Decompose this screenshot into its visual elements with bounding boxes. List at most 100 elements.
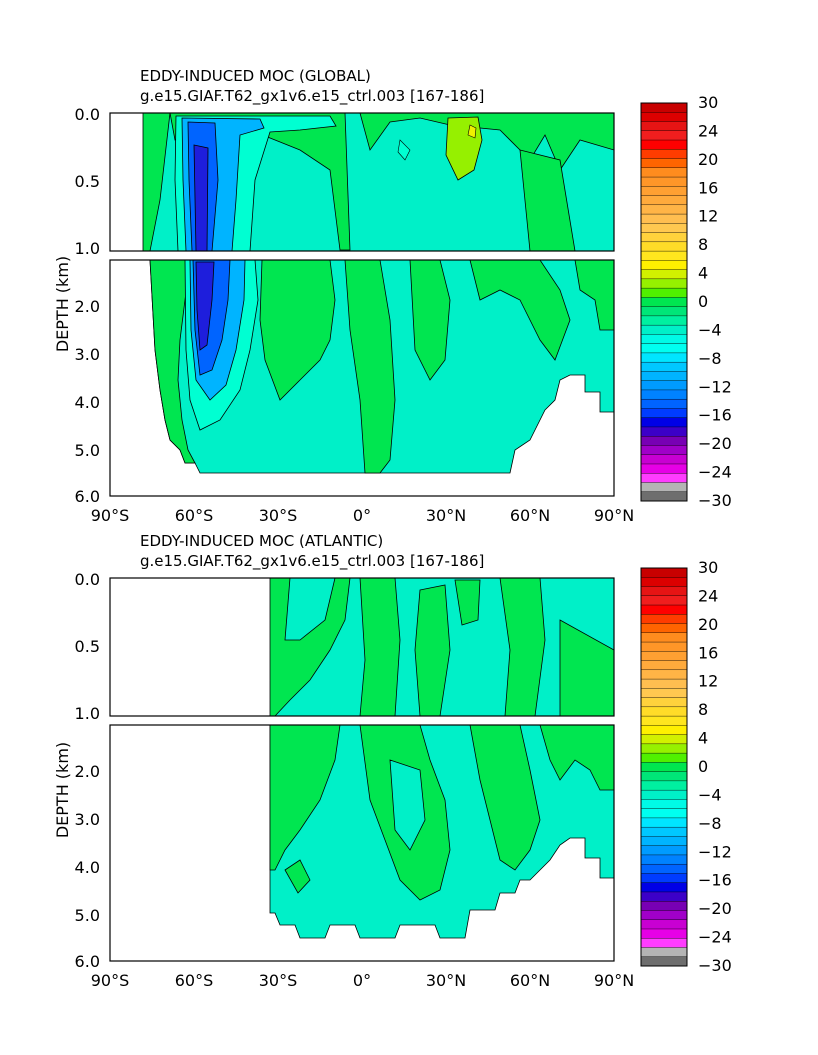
colorbar-swatch — [640, 604, 688, 615]
colorbar-label: −30 — [698, 491, 732, 510]
colorbar-label: 4 — [698, 729, 708, 748]
colorbar-swatch — [640, 678, 688, 689]
colorbar-swatch — [640, 586, 688, 597]
global-upper-field — [142, 112, 615, 252]
colorbar-swatch — [640, 213, 688, 224]
colorbar-swatch — [640, 789, 688, 800]
colorbar-label: 8 — [698, 700, 708, 719]
colorbar-swatch — [640, 315, 688, 326]
colorbar-swatch — [640, 463, 688, 474]
colorbar-swatch — [640, 669, 688, 680]
global-ytick-0: 0.0 — [75, 105, 100, 124]
colorbar-label: −20 — [698, 899, 732, 918]
colorbar-swatch — [640, 956, 688, 967]
colorbar-swatch — [640, 882, 688, 893]
colorbar-label: −4 — [698, 785, 722, 804]
atlantic-ylabel: DEPTH (km) — [53, 742, 72, 838]
atlantic-xtick-1: 60°S — [175, 971, 214, 990]
atlantic-lower-field — [269, 724, 615, 939]
colorbar-label: −12 — [698, 842, 732, 861]
colorbar-swatch — [640, 343, 688, 354]
colorbar-label: 0 — [698, 757, 708, 776]
global-xtick-6: 90°N — [594, 506, 634, 525]
panel-atlantic: EDDY-INDUCED MOC (ATLANTIC) g.e15.GIAF.T… — [53, 532, 732, 990]
colorbar-label: −16 — [698, 871, 732, 890]
colorbar-swatch — [640, 891, 688, 902]
global-ytick-3: 2.0 — [75, 297, 100, 316]
atlantic-axes-lower — [109, 724, 615, 962]
colorbar-label: 16 — [698, 643, 718, 662]
atlantic-ytick-7: 6.0 — [75, 952, 100, 971]
colorbar-swatch — [640, 454, 688, 465]
atlantic-upper-field — [269, 577, 615, 717]
colorbar-frame — [640, 567, 688, 967]
atlantic-ytick-1: 0.5 — [75, 637, 100, 656]
global-colorbar-labels: 30 24 20 16 12 8 4 0 −4 −8 −12 −16 −20 −24 −30 — [698, 93, 732, 510]
colorbar-swatch — [640, 445, 688, 456]
colorbar-label: −8 — [698, 349, 722, 368]
colorbar-swatch — [640, 398, 688, 409]
colorbar-swatch — [640, 491, 688, 502]
colorbar-swatch — [640, 158, 688, 169]
colorbar-swatch — [640, 725, 688, 736]
colorbar-swatch — [640, 771, 688, 782]
panel-global-subtitle: g.e15.GIAF.T62_gx1v6.e15_ctrl.003 [167-1… — [140, 87, 484, 106]
atlantic-colorbar-labels: 30 24 20 16 12 8 4 0 −4 −8 −12 −16 −20 −24 −30 — [698, 558, 732, 975]
atlantic-ytick-4: 3.0 — [75, 810, 100, 829]
colorbar-swatch — [640, 482, 688, 493]
colorbar-label: 12 — [698, 672, 718, 691]
atlantic-ytick-6: 5.0 — [75, 906, 100, 925]
colorbar-swatch — [640, 223, 688, 234]
colorbar-swatch — [640, 873, 688, 884]
colorbar-swatch — [640, 436, 688, 446]
colorbar-frame — [640, 102, 688, 502]
global-ytick-2: 1.0 — [75, 239, 100, 258]
colorbar-swatch — [640, 780, 688, 791]
colorbar-label: 12 — [698, 207, 718, 226]
global-colorbar — [640, 102, 688, 502]
colorbar-label: 8 — [698, 235, 708, 254]
colorbar-swatch — [640, 334, 688, 345]
colorbar-swatch — [640, 139, 688, 150]
atlantic-ytick-2: 1.0 — [75, 704, 100, 723]
colorbar-swatch — [640, 901, 688, 911]
atlantic-xtick-3: 0° — [353, 971, 371, 990]
colorbar-swatch — [640, 297, 688, 308]
colorbar-swatch — [640, 352, 688, 363]
global-xtick-1: 60°S — [175, 506, 214, 525]
colorbar-swatch — [640, 688, 688, 699]
colorbar-swatch — [640, 938, 688, 948]
colorbar-swatch — [640, 186, 688, 197]
global-axes-lower — [109, 259, 615, 497]
atlantic-colorbar — [640, 567, 688, 967]
colorbar-label: −20 — [698, 434, 732, 453]
colorbar-swatch — [640, 232, 688, 243]
colorbar-swatch — [640, 426, 688, 437]
colorbar-swatch — [640, 743, 688, 754]
colorbar-swatch — [640, 102, 688, 113]
colorbar-swatch — [640, 380, 688, 391]
atlantic-xtick-4: 30°N — [426, 971, 466, 990]
colorbar-swatch — [640, 715, 688, 726]
colorbar-swatch — [640, 577, 688, 588]
colorbar-swatch — [640, 919, 688, 930]
global-xtick-0: 90°S — [91, 506, 130, 525]
global-ytick-7: 6.0 — [75, 487, 100, 506]
panel-atlantic-title: EDDY-INDUCED MOC (ATLANTIC) — [140, 532, 383, 550]
global-ytick-4: 3.0 — [75, 345, 100, 364]
global-ytick-1: 0.5 — [75, 172, 100, 191]
colorbar-swatch — [640, 278, 688, 289]
colorbar-swatch — [640, 241, 688, 252]
colorbar-swatch — [640, 734, 688, 745]
colorbar-swatch — [640, 660, 688, 671]
colorbar-swatch — [640, 195, 688, 206]
colorbar-swatch — [640, 632, 688, 643]
colorbar-label: 20 — [698, 615, 718, 634]
colorbar-swatch — [640, 762, 688, 773]
colorbar-label: −24 — [698, 928, 732, 947]
colorbar-swatch — [640, 808, 688, 819]
colorbar-swatch — [640, 641, 688, 652]
colorbar-swatch — [640, 567, 688, 578]
colorbar-swatch — [640, 167, 688, 178]
global-xtick-2: 30°S — [259, 506, 298, 525]
